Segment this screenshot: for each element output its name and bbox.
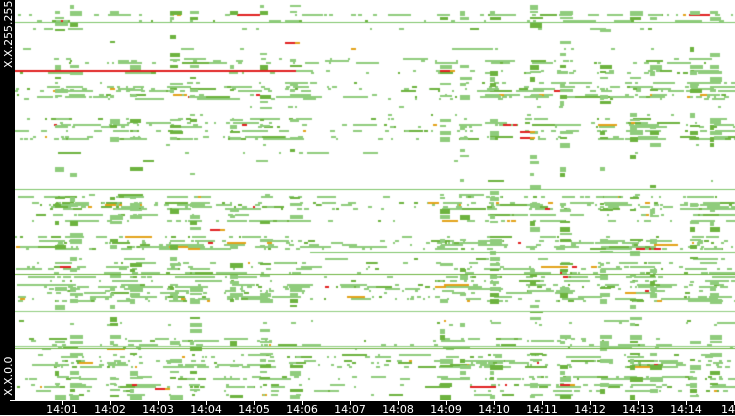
x-tick xyxy=(686,400,687,405)
x-tick-label: 14:02 xyxy=(94,403,126,416)
x-tick xyxy=(494,400,495,405)
scatter-canvas xyxy=(15,0,735,400)
x-tick-label: 14:01 xyxy=(46,403,78,416)
x-tick-label: 14:10 xyxy=(478,403,510,416)
x-tick xyxy=(638,400,639,405)
x-tick xyxy=(398,400,399,405)
x-tick-label: 14:08 xyxy=(382,403,414,416)
x-tick xyxy=(62,400,63,405)
x-tick-label: 14:05 xyxy=(238,403,270,416)
x-tick-label: 14:07 xyxy=(334,403,366,416)
x-tick xyxy=(158,400,159,405)
x-tick-label: 14:14 xyxy=(670,403,702,416)
x-axis-line xyxy=(10,400,735,401)
x-tick-label: 14:13 xyxy=(622,403,654,416)
x-axis: 14:01 14:02 14:03 14:04 14:05 14:06 14:07 14:08… xyxy=(0,400,735,416)
x-tick xyxy=(206,400,207,405)
x-tick xyxy=(254,400,255,405)
x-tick xyxy=(542,400,543,405)
y-label-bottom-text: X.X.0.0 xyxy=(2,356,15,396)
y-label-top-text: X.X.255.255 xyxy=(2,0,15,68)
x-tick-label: 14:09 xyxy=(430,403,462,416)
x-tick xyxy=(302,400,303,405)
x-tick xyxy=(590,400,591,405)
x-tick-label: 14:06 xyxy=(286,403,318,416)
x-tick xyxy=(110,400,111,405)
plot-area xyxy=(15,0,735,400)
x-tick-label: 14 xyxy=(721,403,735,416)
x-tick-label: 14:04 xyxy=(190,403,222,416)
x-tick-label: 14:03 xyxy=(142,403,174,416)
y-axis: X.X.255.255 X.X.0.0 xyxy=(0,0,15,400)
x-tick-label: 14:12 xyxy=(574,403,606,416)
x-tick xyxy=(446,400,447,405)
x-tick xyxy=(350,400,351,405)
x-tick-label: 14:11 xyxy=(526,403,558,416)
